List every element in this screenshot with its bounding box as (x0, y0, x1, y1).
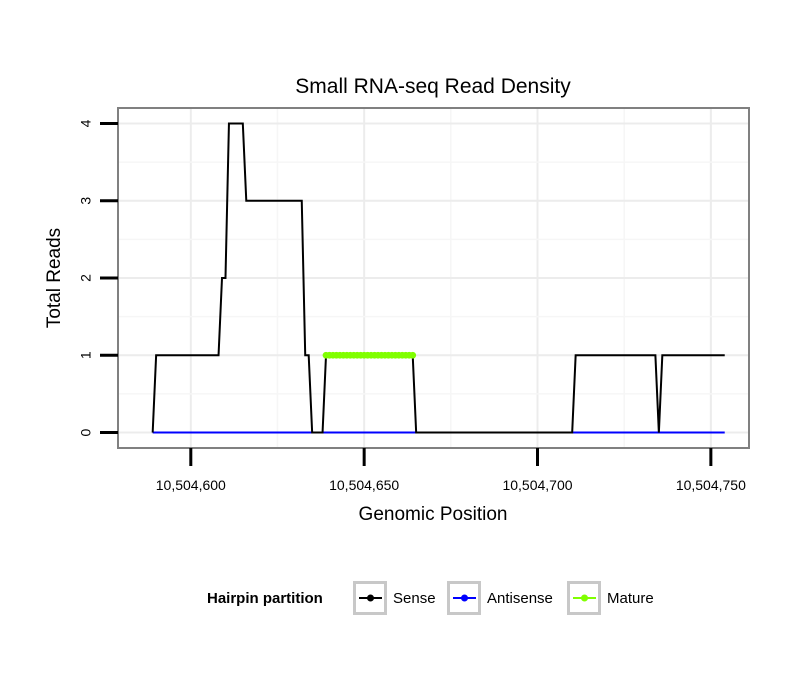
sense-legend-item: Sense (353, 581, 436, 615)
y-tick-label: 2 (78, 274, 94, 282)
y-tick-label: 1 (78, 351, 94, 359)
x-tick-label: 10,504,600 (156, 477, 226, 493)
legend-key-point (367, 594, 374, 602)
mature-legend-item: Mature (567, 581, 654, 615)
legend-items: Sense Antisense Mature (353, 581, 654, 615)
legend-label: Mature (607, 590, 654, 607)
legend-key-point (461, 594, 468, 602)
y-axis-title: Total Reads (44, 228, 65, 328)
legend: Hairpin partition Sense Antisense Mature (207, 581, 654, 615)
chart-title: Small RNA-seq Read Density (295, 75, 571, 98)
sense-line (151, 122, 725, 434)
antisense-legend-item: Antisense (447, 581, 553, 615)
legend-label: Sense (393, 590, 436, 607)
y-tick-label: 0 (78, 428, 94, 436)
sense-series (151, 122, 725, 434)
y-tick-label: 4 (78, 119, 94, 127)
legend-title: Hairpin partition (207, 590, 323, 607)
x-tick-label: 10,504,750 (676, 477, 746, 493)
mature-point (409, 351, 417, 359)
legend-key-point (581, 594, 588, 602)
series-lines (151, 122, 725, 434)
mature-series (322, 351, 417, 359)
x-tick-label: 10,504,650 (329, 477, 399, 493)
axes: 10,504,600 10,504,650 10,504,700 10,504,750… (78, 119, 746, 493)
legend-label: Antisense (487, 590, 553, 607)
x-axis-title: Genomic Position (359, 504, 508, 525)
y-tick-label: 3 (78, 197, 94, 205)
x-tick-label: 10,504,700 (502, 477, 572, 493)
